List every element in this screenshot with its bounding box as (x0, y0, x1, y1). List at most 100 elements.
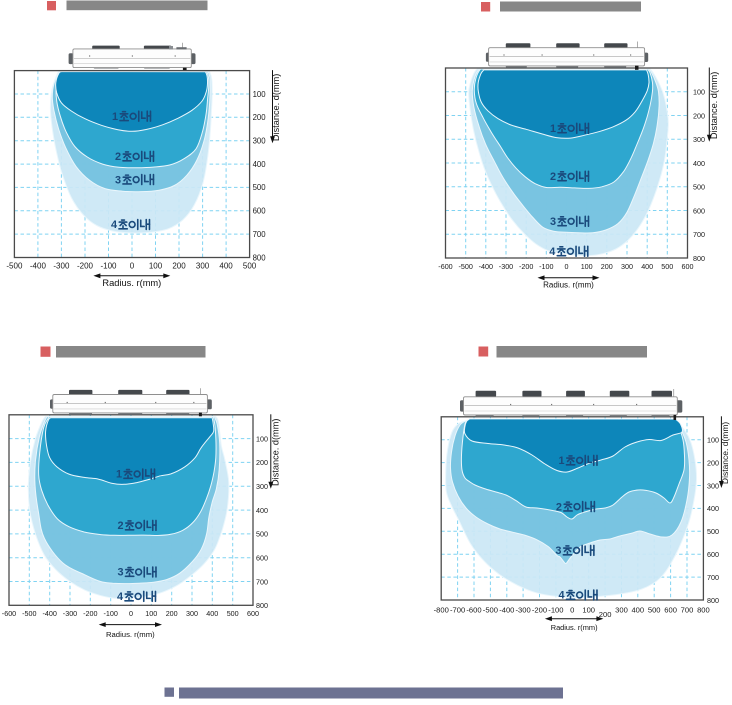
svg-text:600: 600 (707, 550, 719, 559)
svg-text:2: 2 (117, 520, 123, 532)
svg-text:400: 400 (219, 261, 233, 270)
svg-text:500: 500 (693, 183, 705, 192)
svg-text:-300: -300 (515, 606, 530, 615)
svg-text:200: 200 (253, 113, 267, 122)
svg-text:400: 400 (707, 504, 719, 513)
svg-text:500: 500 (227, 609, 239, 618)
svg-text:300: 300 (693, 135, 705, 144)
svg-text:2: 2 (550, 171, 556, 183)
svg-text:3: 3 (555, 545, 561, 557)
svg-text:-400: -400 (499, 606, 514, 615)
svg-text:500: 500 (253, 183, 267, 192)
svg-text:300: 300 (253, 137, 267, 146)
svg-text:200: 200 (172, 261, 186, 270)
svg-text:400: 400 (641, 262, 653, 271)
svg-text:600: 600 (693, 206, 705, 215)
svg-text:600: 600 (247, 609, 259, 618)
svg-text:200: 200 (601, 262, 613, 271)
svg-text:200: 200 (707, 458, 719, 467)
svg-text:700: 700 (253, 230, 267, 239)
svg-text:500: 500 (661, 262, 673, 271)
svg-text:4: 4 (549, 246, 555, 258)
svg-text:-100: -100 (104, 609, 118, 618)
svg-text:0: 0 (570, 606, 574, 615)
svg-text:600: 600 (682, 262, 694, 271)
svg-text:-500: -500 (483, 606, 498, 615)
svg-text:300: 300 (256, 482, 268, 491)
svg-text:-200: -200 (532, 606, 547, 615)
svg-text:1: 1 (112, 111, 118, 123)
svg-text:800: 800 (253, 253, 267, 262)
svg-text:0: 0 (130, 261, 135, 270)
svg-text:200: 200 (693, 111, 705, 120)
svg-text:100: 100 (149, 261, 163, 270)
svg-text:200: 200 (166, 609, 178, 618)
svg-text:Radius. r(mm): Radius. r(mm) (543, 280, 594, 289)
svg-text:500: 500 (707, 527, 719, 536)
svg-text:1: 1 (116, 469, 122, 481)
svg-text:-200: -200 (77, 261, 94, 270)
svg-text:-500: -500 (22, 609, 36, 618)
svg-text:4: 4 (558, 590, 564, 602)
svg-text:100: 100 (581, 262, 593, 271)
svg-text:-400: -400 (43, 609, 57, 618)
svg-text:1: 1 (550, 123, 556, 135)
svg-text:-800: -800 (434, 606, 449, 615)
svg-text:-300: -300 (499, 262, 513, 271)
svg-text:-400: -400 (30, 261, 47, 270)
svg-text:Radius. r(mm): Radius. r(mm) (551, 623, 598, 632)
svg-text:Distance. d(mm): Distance. d(mm) (270, 419, 280, 486)
svg-text:200: 200 (599, 610, 612, 619)
svg-text:-200: -200 (83, 609, 97, 618)
svg-text:200: 200 (256, 458, 268, 467)
svg-text:2: 2 (115, 151, 121, 163)
svg-text:100: 100 (145, 609, 157, 618)
svg-text:400: 400 (253, 160, 267, 169)
svg-text:700: 700 (693, 230, 705, 239)
svg-text:-500: -500 (459, 262, 473, 271)
svg-text:4: 4 (111, 219, 117, 231)
svg-text:0: 0 (565, 262, 569, 271)
svg-text:800: 800 (256, 601, 268, 610)
svg-text:500: 500 (648, 606, 661, 615)
svg-text:600: 600 (664, 606, 677, 615)
svg-text:2: 2 (556, 501, 562, 513)
svg-text:-100: -100 (100, 261, 117, 270)
svg-text:1: 1 (558, 455, 564, 467)
svg-text:600: 600 (253, 207, 267, 216)
svg-text:-600: -600 (438, 262, 452, 271)
svg-text:800: 800 (693, 254, 705, 263)
svg-text:3: 3 (117, 567, 123, 579)
svg-text:700: 700 (707, 573, 719, 582)
svg-text:-100: -100 (539, 262, 553, 271)
svg-text:Distance. d(mm): Distance. d(mm) (720, 422, 730, 485)
svg-text:100: 100 (256, 434, 268, 443)
svg-text:400: 400 (206, 609, 218, 618)
svg-text:-600: -600 (2, 609, 16, 618)
svg-text:100: 100 (707, 436, 719, 445)
svg-text:-200: -200 (519, 262, 533, 271)
svg-text:100: 100 (582, 606, 595, 615)
svg-text:300: 300 (621, 262, 633, 271)
svg-text:Radius. r(mm): Radius. r(mm) (102, 278, 161, 288)
svg-text:700: 700 (256, 577, 268, 586)
svg-text:400: 400 (693, 159, 705, 168)
svg-text:500: 500 (256, 530, 268, 539)
svg-text:-300: -300 (63, 609, 77, 618)
svg-text:4: 4 (117, 591, 123, 603)
svg-text:800: 800 (707, 596, 719, 605)
svg-text:300: 300 (615, 606, 628, 615)
svg-text:600: 600 (256, 554, 268, 563)
svg-text:400: 400 (256, 506, 268, 515)
svg-text:800: 800 (697, 606, 710, 615)
svg-text:100: 100 (693, 88, 705, 97)
svg-text:300: 300 (186, 609, 198, 618)
svg-text:3: 3 (550, 216, 556, 228)
svg-text:-600: -600 (466, 606, 481, 615)
svg-text:Distance. d(mm): Distance. d(mm) (271, 74, 281, 141)
svg-text:3: 3 (115, 174, 121, 186)
svg-text:500: 500 (243, 261, 257, 270)
svg-text:-100: -100 (548, 606, 563, 615)
svg-text:0: 0 (129, 609, 133, 618)
svg-text:-400: -400 (479, 262, 493, 271)
